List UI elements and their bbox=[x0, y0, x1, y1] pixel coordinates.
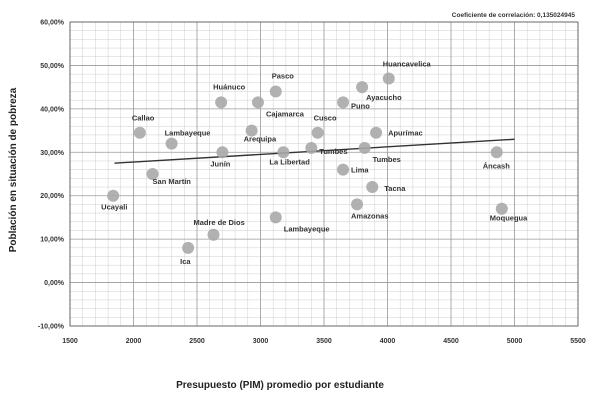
x-tick-label: 2000 bbox=[126, 338, 142, 345]
point-label: Ucayali bbox=[101, 203, 127, 212]
point-label: Arequipa bbox=[244, 135, 277, 144]
point-label: Moquegua bbox=[490, 214, 528, 223]
data-point-labels: Ucayali Callao San Martín Lambayeque Ica Madr… bbox=[101, 59, 528, 265]
y-tick-label: 0,00% bbox=[44, 280, 65, 287]
point-label: Cusco bbox=[314, 114, 337, 123]
y-axis-title: Población en situación de pobreza bbox=[8, 87, 19, 252]
scatter-point bbox=[215, 96, 228, 109]
plot-area-frame bbox=[69, 21, 579, 327]
scatter-point bbox=[370, 126, 383, 139]
point-label: Tumbes bbox=[373, 155, 401, 164]
x-tick-label: 4000 bbox=[380, 338, 396, 345]
point-label: San Martín bbox=[153, 177, 192, 186]
scatter-point bbox=[490, 146, 503, 159]
scatter-point bbox=[305, 141, 318, 154]
scatter-point bbox=[251, 96, 264, 109]
y-tick-label: 40,00% bbox=[40, 106, 65, 113]
scatter-point bbox=[311, 126, 324, 139]
scatter-point bbox=[245, 124, 258, 137]
correlation-annotation: Coeficiente de correlación: 0,135024945 bbox=[452, 12, 576, 19]
x-axis-tick-labels: 1500 2000 2500 3000 3500 4000 4500 5000 5500 bbox=[62, 338, 586, 345]
x-tick-label: 3000 bbox=[253, 338, 269, 345]
x-tick-label: 4500 bbox=[443, 338, 459, 345]
point-label: Callao bbox=[132, 114, 155, 123]
point-label: Lambayeque bbox=[284, 224, 330, 233]
scatter-point bbox=[165, 137, 178, 150]
scatter-point bbox=[337, 163, 350, 176]
point-label: Apurímac bbox=[388, 129, 423, 138]
y-axis-tick-labels: -10,00% 0,00% 10,00% 20,00% 30,00% 40,00% 50,0… bbox=[38, 20, 65, 331]
scatter-point bbox=[337, 96, 350, 109]
y-tick-label: 10,00% bbox=[40, 237, 65, 244]
point-label: Cajamarca bbox=[266, 109, 305, 118]
point-label: Ica bbox=[180, 257, 191, 266]
point-label: Madre de Dios bbox=[194, 218, 245, 227]
scatter-point bbox=[351, 198, 364, 211]
x-tick-label: 1500 bbox=[62, 338, 78, 345]
scatter-point bbox=[495, 202, 508, 215]
point-label: Pasco bbox=[272, 71, 295, 80]
point-label: Puno bbox=[351, 101, 370, 110]
x-tick-label: 3500 bbox=[316, 338, 332, 345]
x-axis-title: Presupuesto (PIM) promedio por estudiant… bbox=[176, 380, 384, 391]
point-label: Tumbes bbox=[319, 147, 347, 156]
y-tick-label: -10,00% bbox=[38, 324, 65, 331]
scatter-point bbox=[216, 146, 229, 159]
point-label: Lambayeque bbox=[165, 129, 211, 138]
point-label: Huánuco bbox=[213, 82, 246, 91]
point-label: La Libertad bbox=[269, 157, 310, 166]
scatter-point bbox=[269, 85, 282, 98]
point-label: Huancavelica bbox=[383, 59, 432, 68]
x-tick-label: 5000 bbox=[507, 338, 523, 345]
point-label: Amazonas bbox=[351, 211, 389, 220]
point-label: Tacna bbox=[384, 184, 406, 193]
point-label: Lima bbox=[351, 166, 369, 175]
x-tick-label: 5500 bbox=[570, 338, 586, 345]
y-tick-label: 20,00% bbox=[40, 193, 65, 200]
scatter-point bbox=[382, 72, 395, 85]
scatter-point bbox=[277, 146, 290, 159]
point-label: Junín bbox=[210, 159, 230, 168]
scatter-point bbox=[133, 126, 146, 139]
data-points bbox=[107, 72, 508, 254]
scatter-point bbox=[269, 211, 282, 224]
y-tick-label: 60,00% bbox=[40, 20, 65, 27]
x-tick-label: 2500 bbox=[189, 338, 205, 345]
scatter-point bbox=[107, 189, 120, 202]
point-label: Áncash bbox=[483, 161, 511, 170]
scatter-point bbox=[207, 228, 220, 241]
point-label: Ayacucho bbox=[366, 93, 402, 102]
scatter-point bbox=[146, 168, 159, 180]
y-tick-label: 50,00% bbox=[40, 63, 65, 70]
scatter-point bbox=[358, 141, 371, 154]
scatter-point bbox=[356, 81, 369, 94]
scatter-point bbox=[182, 241, 195, 254]
scatter-point bbox=[366, 181, 379, 194]
y-tick-label: 30,00% bbox=[40, 150, 65, 157]
